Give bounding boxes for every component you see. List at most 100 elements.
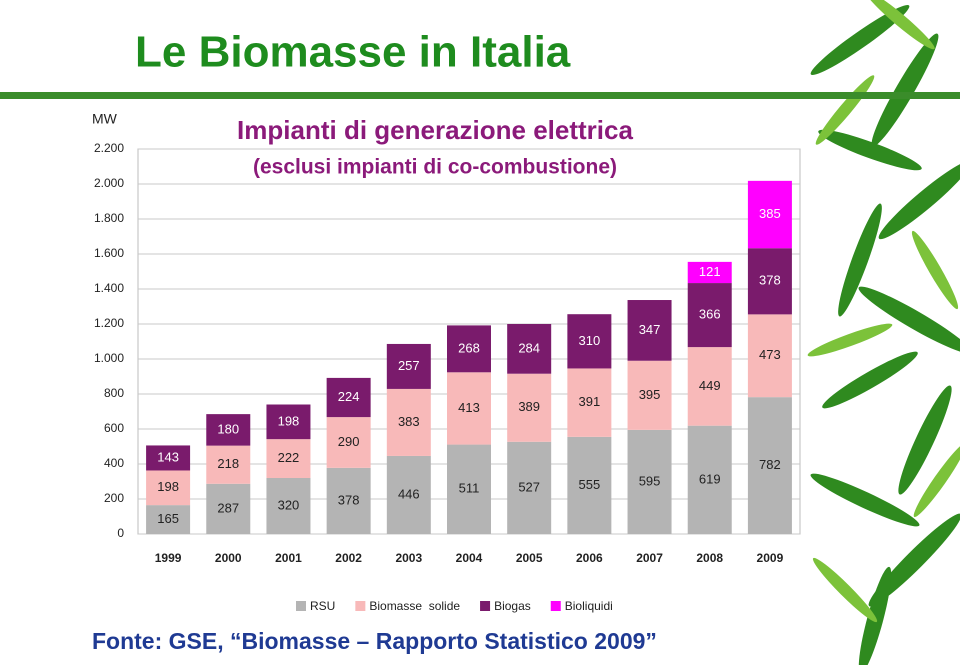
value-label: 595 [639, 473, 661, 488]
value-label: 385 [759, 206, 781, 221]
bar-segment [447, 325, 491, 373]
x-tick-label: 2007 [636, 551, 663, 565]
x-tick-label: 2006 [576, 551, 603, 565]
bar-segment [747, 397, 792, 534]
value-label: 527 [518, 479, 540, 494]
bar-segment [266, 404, 311, 440]
value-label: 218 [217, 456, 239, 471]
y-axis-label: MW [92, 111, 118, 127]
y-tick-label: 1.600 [94, 246, 124, 260]
bar-segment [687, 425, 732, 534]
bar-segment [266, 439, 311, 478]
value-label: 378 [759, 273, 781, 288]
bar-segment [507, 441, 552, 534]
bar-segment [627, 300, 672, 361]
value-label: 473 [759, 347, 781, 362]
legend-label: Biogas [494, 599, 531, 613]
value-label: 224 [338, 389, 360, 404]
legend-swatch [480, 601, 491, 611]
bar-segment [146, 505, 191, 534]
x-tick-label: 2008 [696, 551, 723, 565]
value-label: 389 [518, 399, 540, 414]
value-label: 366 [699, 307, 721, 322]
bar-segment [567, 436, 612, 534]
bar-segment [326, 417, 371, 468]
bar-segment [447, 372, 491, 445]
bar-segment [447, 444, 491, 534]
y-tick-label: 2.000 [94, 176, 124, 190]
bar-segment [386, 343, 431, 389]
bar-segment [567, 368, 612, 437]
value-label: 222 [278, 450, 300, 465]
bar-segment [687, 261, 732, 284]
value-label: 395 [639, 387, 661, 402]
x-tick-label: 2004 [456, 551, 483, 565]
value-label: 257 [398, 358, 420, 373]
x-tick-label: 2002 [335, 551, 362, 565]
legend-label: RSU [310, 599, 335, 613]
y-tick-label: 2.200 [94, 141, 124, 155]
y-tick-label: 600 [104, 421, 124, 435]
bar-segment [687, 283, 732, 348]
legend-label: Bioliquidi [565, 599, 613, 613]
x-tick-label: 2005 [516, 551, 543, 565]
bar-segment [507, 373, 552, 442]
bar-segment [687, 347, 732, 426]
legend-swatch [550, 601, 561, 611]
bar-segment [146, 445, 191, 471]
value-label: 446 [398, 486, 420, 501]
bar-segment [627, 429, 672, 534]
x-tick-label: 1999 [155, 551, 182, 565]
value-label: 290 [338, 434, 360, 449]
value-label: 198 [157, 479, 179, 494]
value-label: 310 [579, 333, 601, 348]
value-label: 198 [278, 413, 300, 428]
y-tick-label: 800 [104, 386, 124, 400]
chart-title: Impianti di generazione elettrica [237, 115, 633, 145]
bar-segment [386, 388, 431, 456]
legend-swatch [296, 601, 306, 611]
value-label: 555 [579, 477, 601, 492]
bar-segment [326, 377, 371, 418]
value-label: 391 [579, 394, 601, 409]
title-rule [0, 92, 960, 99]
legend-label: Biomasse solide [369, 599, 460, 613]
y-tick-label: 1.800 [94, 211, 124, 225]
chart-subtitle: (esclusi impianti di co-combustione) [253, 156, 617, 179]
value-label: 268 [458, 340, 480, 355]
legend-swatch [355, 601, 366, 611]
bar-segment [206, 445, 251, 484]
value-label: 320 [278, 497, 300, 512]
bar-segment [206, 483, 251, 534]
y-tick-label: 1.000 [94, 351, 124, 365]
x-tick-label: 2001 [275, 551, 302, 565]
value-label: 378 [338, 492, 360, 507]
bar-segment [567, 314, 612, 369]
y-tick-label: 0 [117, 526, 124, 540]
value-label: 619 [699, 471, 721, 486]
y-tick-label: 400 [104, 456, 124, 470]
value-label: 121 [699, 264, 721, 279]
value-label: 347 [639, 322, 661, 337]
bar-segment [206, 414, 251, 446]
source-note: Fonte: GSE, “Biomasse – Rapporto Statist… [92, 628, 657, 654]
y-tick-label: 200 [104, 491, 124, 505]
x-tick-label: 2009 [757, 551, 784, 565]
slide-title: Le Biomasse in Italia [135, 28, 571, 77]
bar-segment [386, 455, 431, 534]
bar-segment [266, 478, 311, 534]
value-label: 511 [459, 481, 480, 496]
bar-segment [747, 248, 792, 315]
value-label: 284 [518, 340, 540, 355]
bar-segment [747, 180, 792, 249]
value-label: 287 [217, 500, 239, 515]
bar-segment [326, 467, 371, 534]
value-label: 782 [759, 457, 781, 472]
value-label: 180 [217, 421, 239, 436]
x-tick-label: 2003 [395, 551, 422, 565]
value-label: 449 [699, 378, 721, 393]
x-tick-label: 2000 [215, 551, 242, 565]
bar-segment [627, 360, 672, 430]
bar-segment [146, 470, 191, 506]
